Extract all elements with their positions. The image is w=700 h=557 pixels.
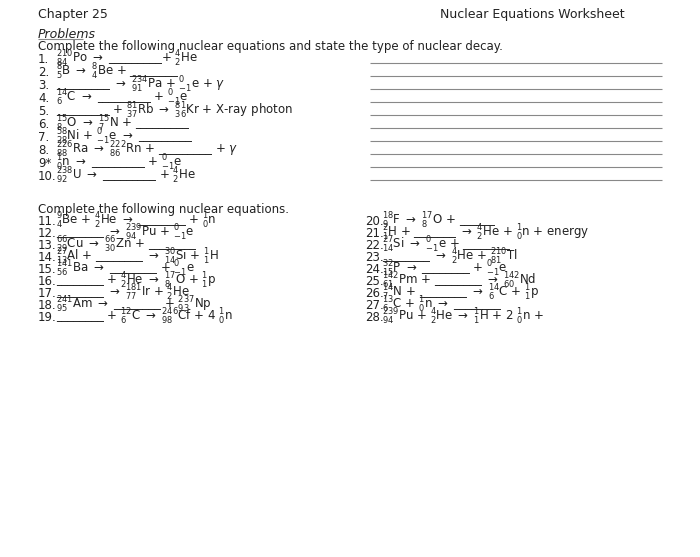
Text: $^{14}_{7}$N + ________ $\rightarrow$ $^{14}_{6}$C + $^{1}_{1}$p: $^{14}_{7}$N + ________ $\rightarrow$ $^… (382, 283, 539, 303)
Text: 6.: 6. (38, 118, 49, 131)
Text: 28.: 28. (365, 311, 384, 324)
Text: $^{238}_{92}$U $\rightarrow$ _________ + $^{4}_{2}$He: $^{238}_{92}$U $\rightarrow$ _________ +… (56, 166, 196, 186)
Text: 23.: 23. (365, 251, 384, 264)
Text: Problems: Problems (38, 28, 96, 41)
Text: ________ + $^{4}_{2}$He $\rightarrow$ $^{17}_{8}$O + $^{1}_{1}$p: ________ + $^{4}_{2}$He $\rightarrow$ $^… (56, 271, 216, 291)
Text: $^{27}_{13}$Al + ________ $\rightarrow$ $^{30}_{14}$Si + $^{1}_{1}$H: $^{27}_{13}$Al + ________ $\rightarrow$ … (56, 247, 219, 267)
Text: 14.: 14. (38, 251, 57, 264)
Text: 7.: 7. (38, 131, 49, 144)
Text: $^{66}_{29}$Cu $\rightarrow$ $^{66}_{30}$Zn + ________: $^{66}_{29}$Cu $\rightarrow$ $^{66}_{30}… (56, 235, 197, 255)
Text: Chapter 25: Chapter 25 (38, 8, 108, 21)
Text: 8.: 8. (38, 144, 49, 157)
Text: Nuclear Equations Worksheet: Nuclear Equations Worksheet (440, 8, 624, 21)
Text: $^{8}_{5}$B $\rightarrow$ $^{8}_{4}$Be + ________: $^{8}_{5}$B $\rightarrow$ $^{8}_{4}$Be +… (56, 62, 179, 82)
Text: _________ + $^{81}_{37}$Rb $\rightarrow$ $^{81}_{36}$Kr + X-ray photon: _________ + $^{81}_{37}$Rb $\rightarrow$… (56, 101, 293, 121)
Text: $^{32}_{15}$P $\rightarrow$ ________ + $^{0}_{-1}$e: $^{32}_{15}$P $\rightarrow$ ________ + $… (382, 259, 508, 279)
Text: $^{210}_{84}$Po $\rightarrow$ _________$+$ $^{4}_{2}$He: $^{210}_{84}$Po $\rightarrow$ _________$… (56, 49, 198, 69)
Text: ________ $\rightarrow$ $^{181}_{77}$Ir + $^{4}_{2}$He: ________ $\rightarrow$ $^{181}_{77}$Ir +… (56, 283, 190, 303)
Text: 20.: 20. (365, 215, 384, 228)
Text: $^{239}_{94}$Pu + $^{4}_{2}$He $\rightarrow$ $^{1}_{1}$H + 2 $^{1}_{0}$n +: $^{239}_{94}$Pu + $^{4}_{2}$He $\rightar… (382, 307, 545, 327)
Text: $^{58}_{28}$Ni + $^{0}_{-1}$e $\rightarrow$ _________: $^{58}_{28}$Ni + $^{0}_{-1}$e $\rightarr… (56, 127, 193, 147)
Text: 18.: 18. (38, 299, 57, 312)
Text: 24.: 24. (365, 263, 384, 276)
Text: $^{9}_{4}$Be + $^{4}_{2}$He $\rightarrow$ ________ + $^{1}_{0}$n: $^{9}_{4}$Be + $^{4}_{2}$He $\rightarrow… (56, 211, 216, 231)
Text: 11.: 11. (38, 215, 57, 228)
Text: $^{2}_{1}$H + _______ $\rightarrow$ $^{4}_{2}$He + $^{1}_{0}$n + energy: $^{2}_{1}$H + _______ $\rightarrow$ $^{4… (382, 223, 589, 243)
Text: $^{141}_{56}$Ba $\rightarrow$ ________ + $^{0}_{-1}$e: $^{141}_{56}$Ba $\rightarrow$ ________ +… (56, 259, 195, 279)
Text: ________ + $^{12}_{6}$C $\rightarrow$ $^{246}_{98}$Cf + 4 $^{1}_{0}$n: ________ + $^{12}_{6}$C $\rightarrow$ $^… (56, 307, 232, 327)
Text: Complete the following nuclear equations and state the type of nuclear decay.: Complete the following nuclear equations… (38, 40, 503, 53)
Text: $^{13}_{6}$C + $^{1}_{0}$n $\rightarrow$ ________: $^{13}_{6}$C + $^{1}_{0}$n $\rightarrow$… (382, 295, 503, 315)
Text: 2.: 2. (38, 66, 49, 79)
Text: $^{14}_{6}$C $\rightarrow$ _________ + $^{0}_{-1}$e: $^{14}_{6}$C $\rightarrow$ _________ + $… (56, 88, 188, 108)
Text: $^{1}_{0}$n $\rightarrow$ _________ + $^{0}_{-1}$e: $^{1}_{0}$n $\rightarrow$ _________ + $^… (56, 153, 183, 173)
Text: 10.: 10. (38, 170, 57, 183)
Text: 26.: 26. (365, 287, 384, 300)
Text: $^{226}_{88}$Ra $\rightarrow$ $^{222}_{86}$Rn + _________ + $\gamma$: $^{226}_{88}$Ra $\rightarrow$ $^{222}_{8… (56, 140, 238, 160)
Text: 25.: 25. (365, 275, 384, 288)
Text: $^{18}_{9}$F $\rightarrow$ $^{17}_{8}$O + ______: $^{18}_{9}$F $\rightarrow$ $^{17}_{8}$O … (382, 211, 496, 231)
Text: 17.: 17. (38, 287, 57, 300)
Text: $^{27}_{14}$Si $\rightarrow$ $^{0}_{-1}$e + ________: $^{27}_{14}$Si $\rightarrow$ $^{0}_{-1}$… (382, 235, 512, 255)
Text: 13.: 13. (38, 239, 57, 252)
Text: $^{142}_{61}$Pm + ________ $\rightarrow$ $^{142}_{60}$Nd: $^{142}_{61}$Pm + ________ $\rightarrow$… (382, 271, 536, 291)
Text: ________ $\rightarrow$ $^{4}_{2}$He + $^{210}_{81}$Tl: ________ $\rightarrow$ $^{4}_{2}$He + $^… (382, 247, 518, 267)
Text: $^{15}_{8}$O $\rightarrow$ $^{15}_{7}$N + _________: $^{15}_{8}$O $\rightarrow$ $^{15}_{7}$N … (56, 114, 190, 134)
Text: $^{241}_{95}$Am $\rightarrow$ ________ + $^{237}_{93}$Np: $^{241}_{95}$Am $\rightarrow$ ________ +… (56, 295, 211, 315)
Text: 19.: 19. (38, 311, 57, 324)
Text: 22.: 22. (365, 239, 384, 252)
Text: 5.: 5. (38, 105, 49, 118)
Text: _________ $\rightarrow$ $^{234}_{91}$Pa + $^{0}_{-1}$e + $\gamma$: _________ $\rightarrow$ $^{234}_{91}$Pa … (56, 75, 225, 95)
Text: ________ $\rightarrow$ $^{239}_{94}$Pu + $^{0}_{-1}$e: ________ $\rightarrow$ $^{239}_{94}$Pu +… (56, 223, 194, 243)
Text: 12.: 12. (38, 227, 57, 240)
Text: 16.: 16. (38, 275, 57, 288)
Text: Complete the following nuclear equations.: Complete the following nuclear equations… (38, 203, 289, 216)
Text: 27.: 27. (365, 299, 384, 312)
Text: 21.: 21. (365, 227, 384, 240)
Text: 4.: 4. (38, 92, 49, 105)
Text: 15.: 15. (38, 263, 57, 276)
Text: 1.: 1. (38, 53, 49, 66)
Text: 9*: 9* (38, 157, 51, 170)
Text: 3.: 3. (38, 79, 49, 92)
